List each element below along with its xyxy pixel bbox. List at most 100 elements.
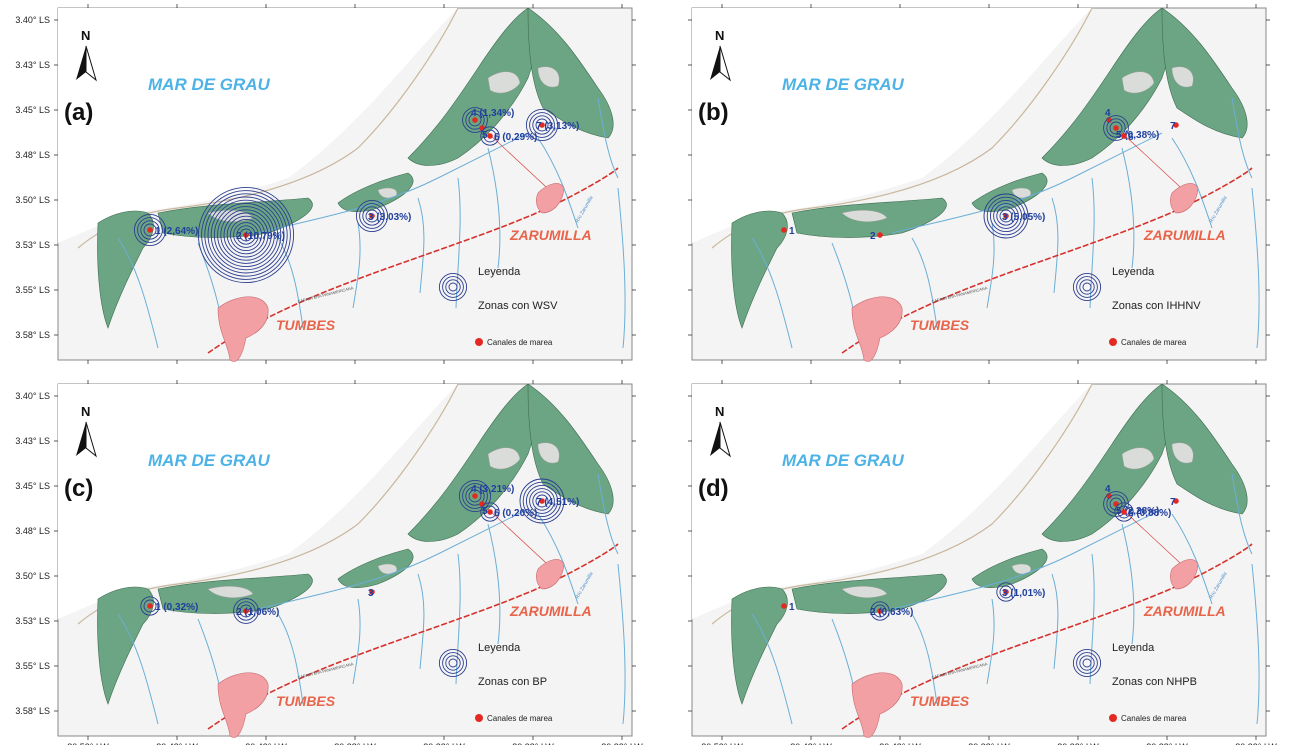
ocean-label: MAR DE GRAU [782, 451, 905, 470]
y-tick-label: 3.55° LS [15, 661, 50, 671]
site-ring [236, 225, 256, 245]
site-2: 2 (1,06%) [233, 598, 279, 624]
site-6: 6 (0,88%) [1114, 502, 1171, 522]
site-dot [539, 122, 545, 128]
mangrove-area-5 [527, 383, 614, 515]
river-11 [891, 508, 1163, 610]
tumbes-label: TUMBES [276, 317, 336, 333]
site-ring [873, 604, 887, 618]
north-arrow-right [85, 421, 97, 458]
panel-label: (c) [64, 475, 93, 502]
y-tick-label: 3.53° LS [15, 240, 50, 250]
site-label-1: 1 (2,64%) [155, 226, 198, 237]
legend-zone-label: Zonas con IHHNV [1112, 300, 1201, 312]
legend-title: Leyenda [1112, 642, 1155, 654]
map-panel-c: CARRETERA PANAMERICANA Río Zarumilla TUMBE… [0, 372, 650, 745]
site-ring [1106, 494, 1126, 514]
north-arrow-icon: N [76, 28, 97, 82]
site-dot [1003, 213, 1009, 219]
site-5: 5 (0,38%) [1103, 115, 1159, 141]
site-1: 1 [781, 602, 795, 613]
river-7 [1121, 523, 1135, 645]
legend-canal-dot [1109, 714, 1117, 722]
legend-canal-label: Canales de marea [487, 714, 553, 723]
site-label-2: 2 [870, 231, 876, 242]
site-ring [468, 489, 482, 503]
river-10 [1251, 187, 1260, 349]
river-5 [1051, 573, 1059, 670]
ocean-area [58, 8, 458, 243]
panel-label: (d) [698, 475, 729, 502]
site-label-3: 3 (1,01%) [1002, 588, 1045, 599]
site-label-1: 1 (0,32%) [155, 602, 198, 613]
x-tick-label: 80.23° LW [1235, 742, 1277, 745]
site-label-3: 3 (5,05%) [1002, 212, 1045, 223]
river-4 [986, 598, 995, 685]
site-dot [487, 133, 493, 139]
site-ring [201, 190, 291, 280]
north-arrow-left [76, 422, 86, 456]
site-ring [197, 186, 295, 284]
site-ring [236, 601, 256, 621]
zarumilla-label: ZARUMILLA [509, 603, 592, 619]
north-arrow-right [85, 45, 97, 82]
legend-canal-label: Canales de marea [487, 338, 553, 347]
river-6 [1089, 177, 1095, 309]
site-7: 7 [1170, 121, 1179, 132]
north-letter: N [715, 28, 724, 43]
legend-canal-dot [1109, 338, 1117, 346]
site-ring [996, 582, 1016, 602]
river-7 [487, 147, 501, 269]
river-1 [117, 237, 159, 349]
site-4: 4 (3,21%) [458, 479, 514, 513]
tumbes-city-area [851, 296, 903, 362]
site-label-4: 4 (3,21%) [471, 484, 514, 495]
legend-title: Leyenda [478, 642, 521, 654]
site-ring [1109, 497, 1123, 511]
site-ring [535, 494, 549, 508]
y-tick-label: 3.45° LS [15, 105, 50, 115]
site-ring [204, 193, 288, 277]
site-2: 2 (10,79%) [197, 186, 295, 284]
site-ring [137, 217, 163, 243]
site-label-6: 6 [1128, 132, 1134, 143]
y-tick-label: 3.48° LS [15, 150, 50, 160]
site-ring [532, 491, 552, 511]
site-ring [458, 479, 492, 513]
island-1 [1121, 447, 1155, 470]
zarumilla-city-area [1170, 183, 1199, 214]
river-4 [352, 222, 361, 309]
site-label-6: 6 (0,88%) [1128, 508, 1171, 519]
site-3: 3 (1,01%) [996, 582, 1045, 602]
tumbes-city-area [217, 672, 269, 738]
river-10 [617, 187, 626, 349]
mangrove-area-1 [97, 586, 154, 705]
site-ring [1106, 118, 1126, 138]
site-ring [233, 598, 259, 624]
x-tick-label: 80.53° LW [67, 742, 109, 745]
legend-canal-label: Canales de marea [1121, 338, 1187, 347]
legend-ring [1079, 655, 1095, 671]
site-ring [993, 203, 1019, 229]
x-tick-label: 80.48° LW [156, 742, 198, 745]
river-9 [1231, 473, 1253, 555]
site-ring [996, 206, 1016, 226]
site-7: 7 [1170, 497, 1179, 508]
y-tick-label: 3.45° LS [15, 481, 50, 491]
island-2 [537, 442, 560, 464]
site-ring [239, 604, 253, 618]
x-tick-label: 80.28° LW [1146, 742, 1188, 745]
north-arrow-left [76, 46, 86, 80]
legend-ring [1076, 652, 1098, 674]
site-label-2: 2 (0,63%) [870, 607, 913, 618]
site-ring [207, 196, 285, 274]
ocean-label: MAR DE GRAU [148, 75, 271, 94]
river-11 [257, 508, 529, 610]
island-1 [487, 71, 521, 94]
site-ring [1114, 502, 1134, 522]
tumbes-label: TUMBES [910, 693, 970, 709]
site-dot [1173, 498, 1179, 504]
legend-ring [442, 652, 464, 674]
